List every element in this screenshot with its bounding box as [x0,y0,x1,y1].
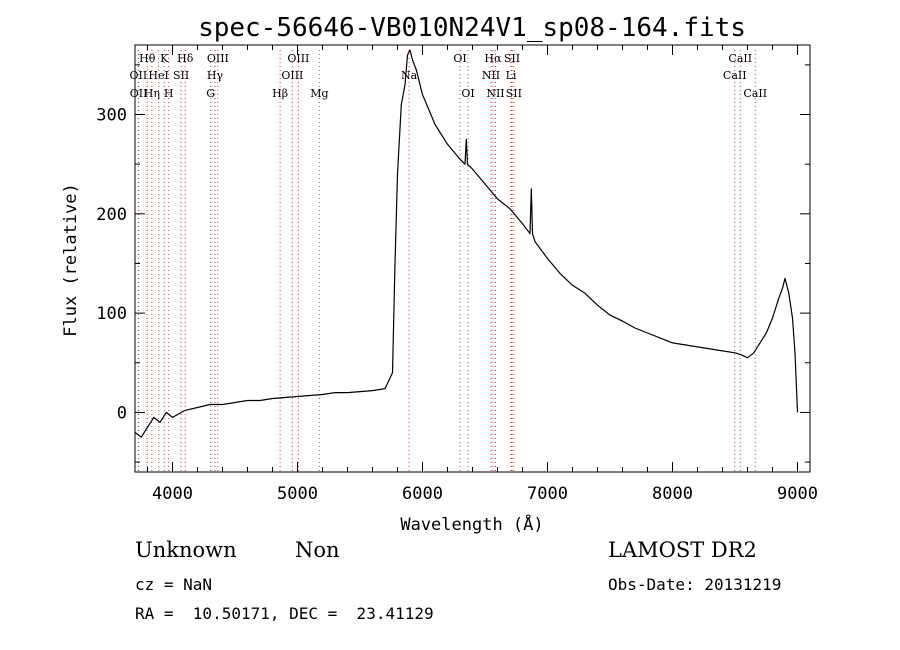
spectral-line-label: SII [506,87,522,100]
spectral-line-label: Hβ [272,87,288,100]
spectral-line-label: Mg [310,87,328,100]
x-tick-label: 9000 [777,484,818,504]
spectral-line-label: OIII [207,52,229,65]
spectral-line-label: SII [173,69,189,82]
chart-title: spec-56646-VB010N24V1_sp08-164.fits [198,13,746,43]
spectral-class: Unknown [135,538,237,562]
spectral-line-label: OII [130,87,148,100]
x-tick-label: 6000 [402,484,443,504]
spectral-line-label: CaII [743,87,767,100]
spectral-line-labels: Hθ OII OII K HeI Hη SII H Hδ OIII Hγ G OIII OIII Hβ Mg N… [130,52,768,100]
spectral-line-label: NII [482,69,500,82]
spectral-line-label: Hγ [207,69,224,82]
spectral-line-label: Hδ [177,52,194,65]
x-tick-label: 5000 [277,484,318,504]
spectral-line-label: HeI [148,69,168,82]
spectral-line-label: CaII [728,52,752,65]
redshift-value: cz = NaN [135,575,213,594]
y-axis-label: Flux (relative) [61,183,81,337]
spectral-line-label: K [160,52,169,65]
y-tick-label: 100 [96,304,127,324]
spectrum-series-line [134,49,799,438]
spectral-line-label: G [206,87,215,100]
survey-name: LAMOST DR2 [608,538,757,562]
x-axis: 4000 5000 6000 7000 8000 9000 [147,45,818,504]
spectral-line-label: H [164,87,174,100]
spectral-line-label: Hα [484,52,502,65]
observation-date: Obs-Date: 20131219 [608,575,782,594]
spectral-line-label: NII [486,87,504,100]
spectral-line-label: OIII [287,52,309,65]
spectral-line-label: Hη [144,87,160,100]
y-tick-label: 200 [96,205,127,225]
y-tick-label: 0 [117,403,127,423]
x-tick-label: 8000 [652,484,693,504]
spectral-line-label: OI [461,87,474,100]
plot-frame [134,44,811,473]
spectral-line-label: Li [506,69,517,82]
spectral-line-markers [137,50,756,472]
spectral-line-label: OII [130,69,148,82]
x-tick-label: 4000 [152,484,193,504]
x-axis-label: Wavelength (Å) [400,513,543,535]
spectral-line-label: OIII [281,69,303,82]
spectral-line-label: Hθ [139,52,156,65]
spectral-line-label: OI [453,52,466,65]
spectral-line-label: Na [401,69,418,82]
coordinates: RA = 10.50171, DEC = 23.41129 [135,604,434,623]
spectral-subclass: Non [295,538,340,562]
y-axis: 0 100 200 300 [96,64,810,463]
spectral-line-label: CaII [723,69,747,82]
x-tick-label: 7000 [527,484,568,504]
spectral-line-label: SII [504,52,520,65]
y-tick-label: 300 [96,106,127,126]
